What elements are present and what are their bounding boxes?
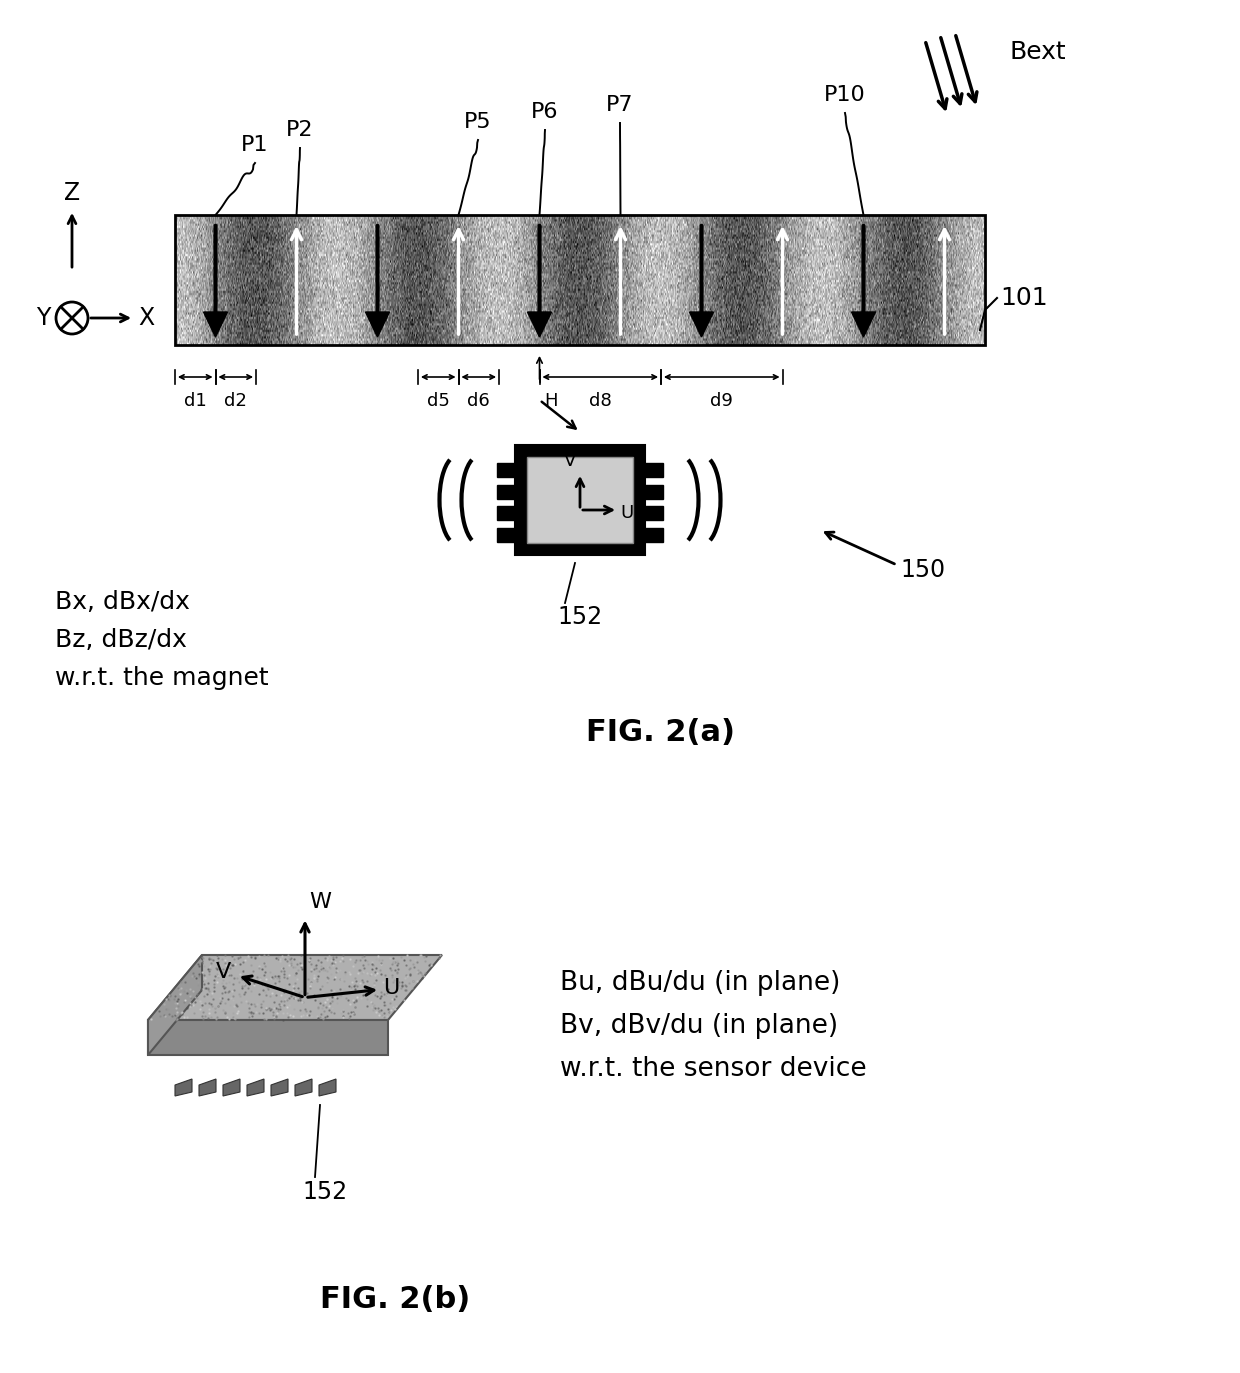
Polygon shape <box>295 1079 312 1096</box>
Text: d9: d9 <box>711 393 733 411</box>
Text: d2: d2 <box>224 393 247 411</box>
Text: P2: P2 <box>286 119 314 140</box>
Bar <box>497 485 515 498</box>
Text: FIG. 2(a): FIG. 2(a) <box>585 718 734 747</box>
Polygon shape <box>689 312 713 336</box>
Text: W: W <box>309 892 331 913</box>
Text: P1: P1 <box>242 135 269 155</box>
Text: P6: P6 <box>531 102 559 122</box>
Polygon shape <box>203 312 227 336</box>
Text: P5: P5 <box>464 113 492 132</box>
Bar <box>527 457 632 542</box>
Text: H: H <box>544 393 558 411</box>
Text: Z: Z <box>64 181 81 205</box>
Text: Bu, dBu/du (in plane): Bu, dBu/du (in plane) <box>560 969 841 995</box>
Text: d5: d5 <box>427 393 450 411</box>
Bar <box>497 464 515 478</box>
Text: d8: d8 <box>589 393 611 411</box>
Bar <box>645 507 663 520</box>
Polygon shape <box>198 1079 216 1096</box>
Polygon shape <box>852 312 875 336</box>
Text: V: V <box>564 452 577 470</box>
Bar <box>497 529 515 542</box>
Bar <box>515 445 645 555</box>
Polygon shape <box>223 1079 241 1096</box>
Text: w.r.t. the sensor device: w.r.t. the sensor device <box>560 1056 867 1082</box>
Polygon shape <box>148 956 202 1054</box>
Text: Bext: Bext <box>1011 40 1066 65</box>
Polygon shape <box>247 1079 264 1096</box>
Bar <box>645 485 663 498</box>
Text: Bz, dBz/dx: Bz, dBz/dx <box>55 627 187 652</box>
Text: Bv, dBv/du (in plane): Bv, dBv/du (in plane) <box>560 1013 838 1039</box>
Bar <box>645 464 663 478</box>
Text: U: U <box>383 978 399 998</box>
Text: 101: 101 <box>999 286 1048 310</box>
Text: d6: d6 <box>467 393 490 411</box>
Bar <box>645 529 663 542</box>
Polygon shape <box>175 1079 192 1096</box>
Text: P10: P10 <box>825 85 866 104</box>
Bar <box>175 216 985 345</box>
Bar <box>497 507 515 520</box>
Text: X: X <box>138 306 154 330</box>
Polygon shape <box>148 1020 388 1054</box>
Text: d1: d1 <box>184 393 207 411</box>
Text: 150: 150 <box>900 557 945 582</box>
Text: 152: 152 <box>303 1179 347 1204</box>
Text: FIG. 2(b): FIG. 2(b) <box>320 1285 470 1314</box>
Text: P7: P7 <box>606 95 634 115</box>
Text: w.r.t. the magnet: w.r.t. the magnet <box>55 666 269 691</box>
Polygon shape <box>148 956 441 1020</box>
Polygon shape <box>272 1079 288 1096</box>
Text: Y: Y <box>36 306 50 330</box>
Text: Bx, dBx/dx: Bx, dBx/dx <box>55 590 190 614</box>
Polygon shape <box>527 312 552 336</box>
Text: V: V <box>216 962 231 983</box>
Text: 152: 152 <box>558 605 603 629</box>
Polygon shape <box>319 1079 336 1096</box>
Text: U: U <box>620 504 634 522</box>
Polygon shape <box>366 312 389 336</box>
